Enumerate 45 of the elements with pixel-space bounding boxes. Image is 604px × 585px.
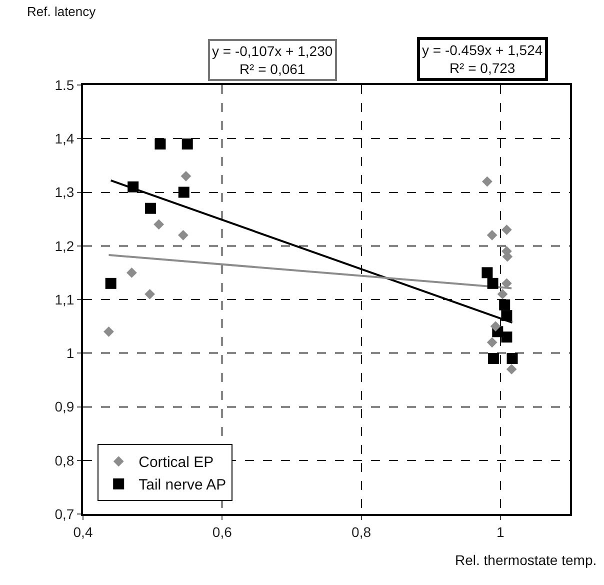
- point: [482, 267, 493, 278]
- x-tick-label: 0,6: [212, 524, 232, 540]
- point: [144, 288, 155, 300]
- y-tick-label: 1,2: [54, 238, 74, 254]
- point: [126, 267, 137, 278]
- y-tick-label: 1.5: [54, 76, 74, 93]
- point: [104, 326, 114, 337]
- point: [506, 352, 518, 364]
- point: [501, 332, 512, 343]
- point: [487, 278, 498, 289]
- point: [506, 364, 517, 374]
- point: [105, 278, 116, 289]
- text: y = -0,107x + 1,230 R² = 0,061: [212, 43, 333, 78]
- x-tick-label: 1: [496, 524, 505, 540]
- y-axis-title: Ref. latency: [27, 4, 96, 19]
- y-tick-label: 0,9: [54, 398, 74, 415]
- legend-label: Cortical EP: [138, 454, 214, 472]
- point: [488, 352, 499, 364]
- point: [499, 299, 510, 310]
- point: [497, 288, 508, 300]
- y-tick-label: 1,4: [54, 130, 74, 147]
- point: [144, 202, 156, 214]
- point: [490, 321, 501, 332]
- point: [501, 224, 512, 235]
- y-tick-label: 0,8: [54, 452, 74, 468]
- y-tick-label: 1,1: [54, 291, 74, 308]
- point: [154, 219, 164, 230]
- point: [182, 138, 193, 150]
- point: [178, 230, 188, 240]
- y-tick-label: 0,7: [54, 506, 74, 522]
- x-tick-label: 0,8: [352, 524, 372, 540]
- point: [486, 337, 498, 348]
- text: y = -0.459x + 1,524 R² = 0,723: [422, 42, 543, 76]
- y-tick-label: 1,3: [54, 184, 74, 200]
- point: [178, 186, 190, 198]
- x-tick-label: 0,4: [73, 524, 93, 540]
- point: [482, 176, 492, 187]
- x-axis-title: Rel. thermostate temp.: [455, 552, 597, 568]
- point: [486, 230, 498, 240]
- point: [180, 170, 192, 182]
- point: [501, 310, 512, 322]
- point: [128, 181, 139, 192]
- point: [154, 138, 166, 150]
- legend-label: Tail nerve AP: [138, 476, 226, 494]
- y-tick-label: 1: [66, 345, 74, 362]
